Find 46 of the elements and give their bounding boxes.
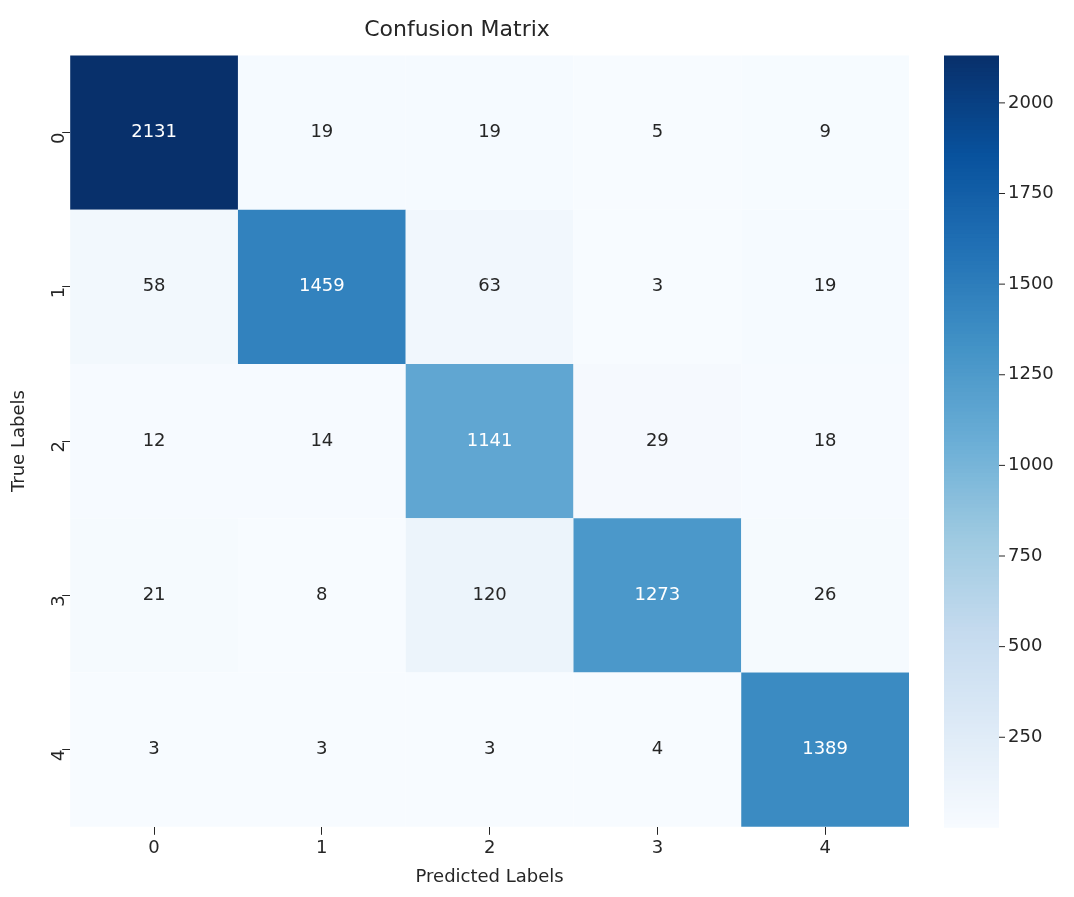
data-label: 1273 [634, 583, 681, 605]
color-bar-label: 1250 [1008, 362, 1054, 384]
y-tick-label: 1 [46, 286, 68, 299]
y-tick-label: 2 [46, 441, 68, 453]
data-label: 19 [478, 120, 502, 142]
x-tick-label: 0 [148, 836, 160, 858]
data-label: 4 [651, 737, 664, 759]
y-tick-label: 3 [46, 595, 68, 607]
x-tick-label: 4 [819, 836, 831, 858]
data-label: 29 [645, 428, 669, 450]
data-label: 2131 [131, 120, 177, 142]
data-label: 3 [316, 737, 328, 759]
y-tick-label: 4 [46, 749, 68, 762]
y-tick-label: 0 [46, 132, 68, 144]
data-label: 5 [651, 120, 664, 142]
data-label: 19 [310, 120, 334, 142]
data-label: 21 [142, 583, 166, 605]
chart-title: Confusion Matrix [364, 15, 550, 41]
color-bar-label: 1000 [1008, 453, 1054, 475]
color-bar-label: 500 [1008, 634, 1043, 656]
color-bar-label: 2000 [1008, 90, 1054, 112]
data-label: 3 [483, 737, 496, 759]
data-label: 26 [813, 583, 837, 605]
data-label: 19 [813, 274, 837, 296]
color-bar-label: 1750 [1008, 181, 1054, 203]
data-label: 3 [148, 737, 160, 759]
data-label: 58 [142, 274, 166, 296]
data-label: 1389 [802, 737, 849, 759]
x-tick-label: 3 [651, 836, 664, 858]
color-bar-label: 1500 [1008, 271, 1054, 293]
data-label: 63 [478, 274, 502, 296]
data-label: 14 [310, 428, 334, 450]
data-label: 12 [142, 428, 166, 450]
data-label: 3 [651, 274, 664, 296]
color-bar-label: 250 [1008, 724, 1043, 746]
y-axis-title: True Labels [7, 390, 29, 494]
data-label: 18 [813, 428, 837, 450]
data-label: 9 [819, 120, 831, 142]
data-label: 120 [472, 583, 507, 605]
x-tick-label: 2 [483, 836, 496, 858]
x-axis-title: Predicted Labels [415, 864, 564, 886]
color-bar-label: 750 [1008, 543, 1043, 565]
x-tick-label: 1 [316, 836, 328, 858]
data-label: 1141 [466, 428, 513, 450]
data-label: 8 [316, 583, 328, 605]
data-label: 1459 [298, 274, 345, 296]
